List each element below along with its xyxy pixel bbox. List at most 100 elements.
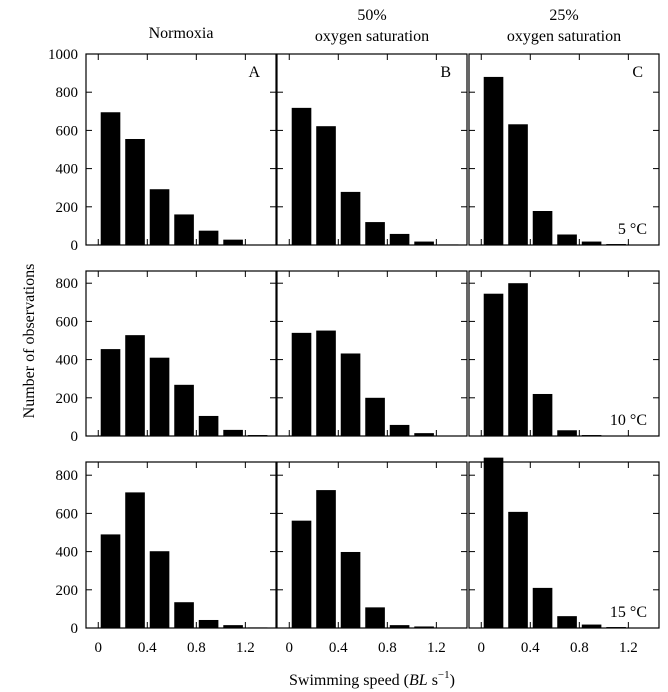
- x-tick-label-c1: 0.4: [138, 640, 157, 656]
- y-tick-label-r1: 800: [56, 85, 79, 101]
- bar-r1-c3-2: [508, 124, 528, 245]
- panel-frame: [276, 270, 468, 437]
- y-tick-label-r1: 1000: [48, 47, 78, 63]
- bar-r2-c1-1: [100, 349, 121, 436]
- panel-letter-C: C: [632, 64, 643, 81]
- bar-r2-c3-2: [508, 283, 528, 436]
- bar-r2-c2-3: [340, 353, 361, 436]
- panel-frame: [276, 53, 468, 246]
- bar-r1-c1-6: [223, 239, 243, 245]
- bar-r2-c1-6: [223, 429, 243, 436]
- bar-r3-c1-2: [125, 492, 145, 628]
- bar-r2-c2-5: [389, 424, 410, 436]
- x-tick-label-c2: 0: [286, 640, 294, 656]
- y-tick-label-r1: 200: [56, 200, 79, 216]
- bar-r2-c3-1: [483, 293, 504, 436]
- bar-r1-c2-1: [291, 107, 312, 245]
- y-tick-label-r1: 600: [56, 123, 79, 139]
- bar-r3-c2-2: [316, 490, 336, 628]
- y-tick-label-r3: 600: [56, 506, 79, 522]
- bar-r3-c3-5: [581, 624, 602, 628]
- panel-frame: [468, 461, 660, 629]
- x-tick-label-c3: 0: [478, 640, 486, 656]
- column-title-3-line-2: oxygen saturation: [507, 28, 621, 45]
- bar-r3-c2-3: [340, 551, 361, 628]
- bar-r1-c3-4: [557, 234, 577, 245]
- bar-r2-c3-4: [557, 430, 577, 436]
- y-tick-label-r1: 0: [71, 238, 79, 254]
- panel-r3-c3: [468, 457, 660, 629]
- panel-frame: [85, 53, 277, 246]
- column-title-1-line-1: Normoxia: [149, 25, 214, 42]
- bar-r2-c1-5: [198, 415, 219, 436]
- x-axis-label-prefix: Swimming speed (: [289, 672, 409, 689]
- y-tick-label-r2: 0: [71, 429, 79, 445]
- temperature-label-row-2: 10 °C: [610, 412, 647, 429]
- y-tick-label-r2: 800: [56, 276, 79, 292]
- x-tick-label-c1: 1.2: [236, 640, 255, 656]
- bar-r1-c1-3: [149, 189, 170, 245]
- x-tick-label-c2: 0.4: [329, 640, 348, 656]
- bar-r2-c1-4: [174, 384, 194, 436]
- x-axis-label: Swimming speed (BL s−1): [289, 669, 455, 689]
- y-tick-label-r3: 800: [56, 468, 79, 484]
- x-tick-label-c3: 0.4: [521, 640, 540, 656]
- bar-r3-c2-5: [389, 625, 410, 628]
- panel-r1-c2: [276, 53, 468, 246]
- panel-grid: [85, 53, 660, 629]
- bar-r3-c3-1: [483, 457, 504, 628]
- column-title-3-line-1: 25%: [549, 7, 578, 24]
- panel-r1-c3: [468, 53, 660, 246]
- x-axis-label-italic: BL: [409, 672, 428, 689]
- bar-r1-c3-3: [532, 211, 553, 245]
- column-titles: Normoxia 50% oxygen saturation 25% oxygen sa…: [149, 7, 622, 45]
- bar-r1-c2-4: [365, 222, 385, 245]
- x-tick-label-c2: 0.8: [378, 640, 397, 656]
- panel-r2-c3: [468, 270, 660, 437]
- bar-r3-c1-6: [223, 625, 243, 628]
- y-tick-label-r3: 200: [56, 583, 79, 599]
- y-tick-label-r3: 0: [71, 621, 79, 637]
- bar-r2-c1-2: [125, 335, 145, 436]
- bar-r3-c2-4: [365, 607, 385, 628]
- temperature-label-row-1: 5 °C: [618, 221, 647, 238]
- panel-frame: [85, 461, 277, 629]
- bar-r2-c2-2: [316, 330, 336, 436]
- bar-r2-c3-3: [532, 393, 553, 436]
- bar-r3-c2-1: [291, 520, 312, 628]
- bar-r3-c1-5: [198, 619, 219, 628]
- bar-r1-c1-5: [198, 230, 219, 245]
- y-tick-label-r2: 600: [56, 314, 79, 330]
- bar-r1-c2-5: [389, 233, 410, 245]
- bar-r3-c1-3: [149, 551, 170, 628]
- bar-r1-c2-3: [340, 191, 361, 245]
- panel-letter-B: B: [440, 64, 451, 81]
- panel-r2-c2: [276, 270, 468, 437]
- bar-r2-c2-6: [414, 433, 434, 436]
- x-tick-label-c2: 1.2: [427, 640, 446, 656]
- bar-r1-c1-2: [125, 138, 145, 245]
- y-tick-label-r2: 200: [56, 391, 79, 407]
- panel-frame: [468, 270, 660, 437]
- x-tick-label-c3: 0.8: [570, 640, 589, 656]
- bar-r3-c3-3: [532, 587, 553, 628]
- temperature-label-row-3: 15 °C: [610, 604, 647, 621]
- panel-frame: [468, 53, 660, 246]
- y-axis-label: Number of observations: [21, 264, 38, 419]
- bar-r3-c3-4: [557, 616, 577, 628]
- panel-r3-c1: [85, 461, 277, 629]
- x-tick-label-c1: 0.8: [187, 640, 206, 656]
- axes-labels: 0 200 400 600 800 1000 0 200 400 600 800 0 200 400 600…: [21, 47, 647, 689]
- bar-r2-c2-1: [291, 332, 312, 436]
- panel-r3-c2: [276, 461, 468, 629]
- column-title-2-line-1: 50%: [357, 7, 386, 24]
- bar-r1-c1-1: [100, 112, 121, 245]
- bar-r3-c3-2: [508, 511, 528, 628]
- panel-r1-c1: [85, 53, 277, 246]
- bar-r1-c3-5: [581, 241, 602, 245]
- bar-r1-c1-4: [174, 214, 194, 245]
- panel-r2-c1: [85, 270, 277, 437]
- y-tick-label-r3: 400: [56, 545, 79, 561]
- column-title-2-line-2: oxygen saturation: [315, 28, 429, 45]
